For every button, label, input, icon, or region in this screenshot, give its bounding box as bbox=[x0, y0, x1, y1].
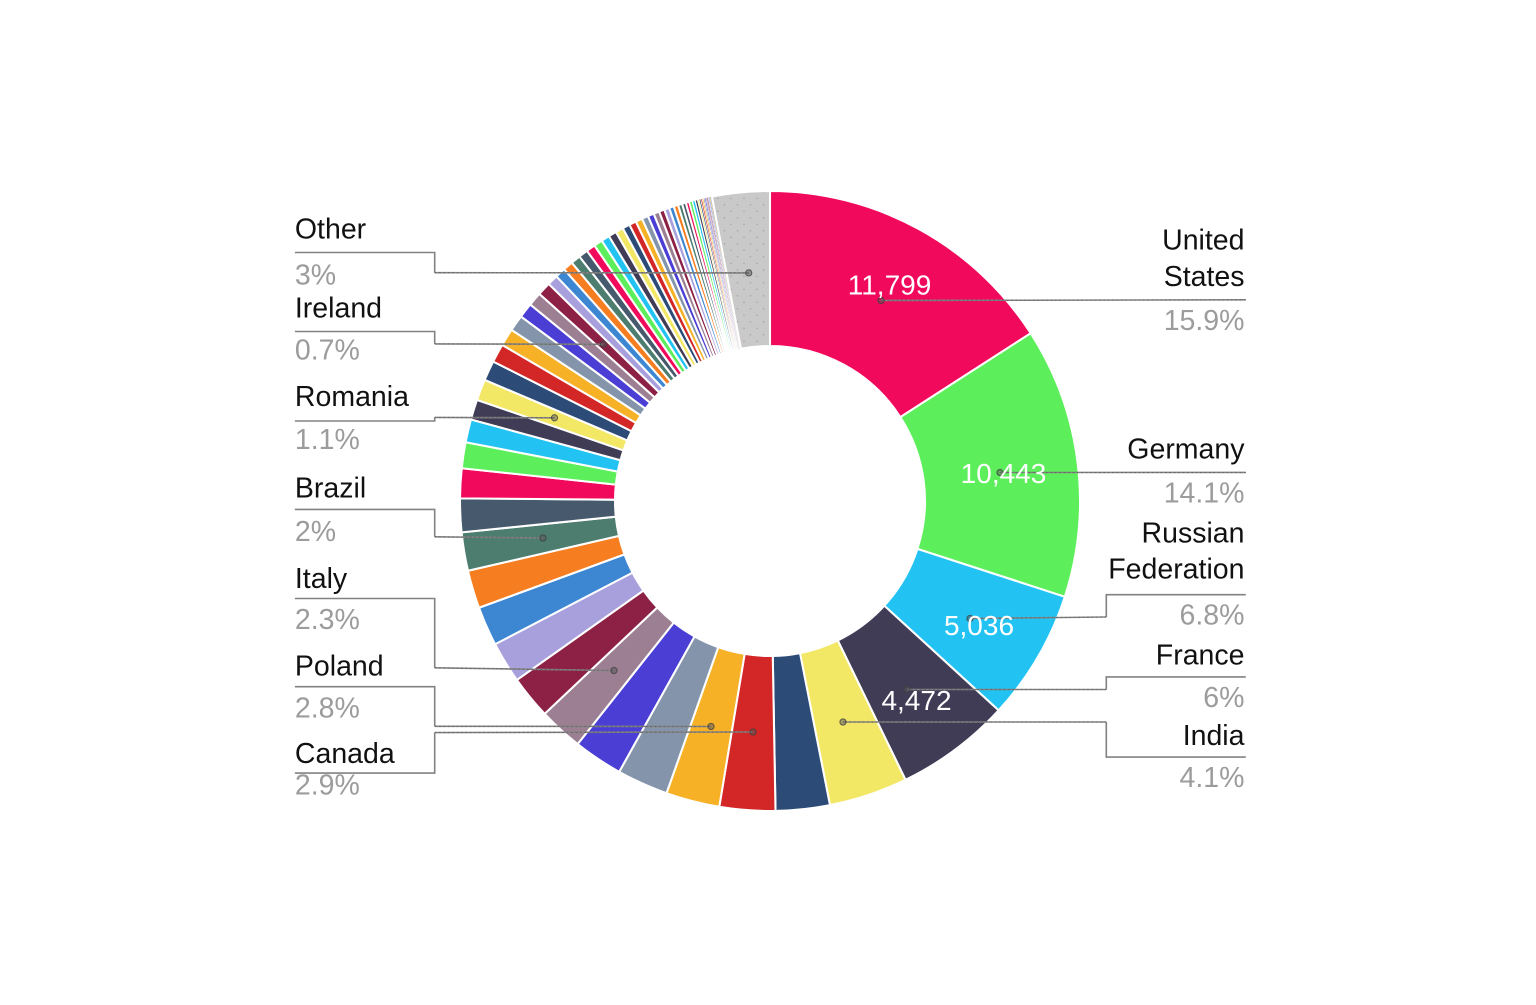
svg-text:Poland: Poland bbox=[295, 651, 384, 683]
svg-text:Brazil: Brazil bbox=[295, 473, 366, 505]
svg-text:Romania: Romania bbox=[295, 381, 409, 413]
svg-text:France: France bbox=[1156, 639, 1245, 671]
svg-text:Italy: Italy bbox=[295, 563, 348, 595]
svg-text:1.1%: 1.1% bbox=[295, 424, 360, 456]
svg-text:15.9%: 15.9% bbox=[1164, 305, 1245, 337]
svg-text:United: United bbox=[1162, 225, 1244, 257]
svg-text:2%: 2% bbox=[295, 516, 336, 548]
svg-text:Russian: Russian bbox=[1142, 518, 1245, 550]
svg-text:2.8%: 2.8% bbox=[295, 692, 360, 724]
svg-text:6.8%: 6.8% bbox=[1180, 600, 1245, 632]
svg-text:6%: 6% bbox=[1203, 682, 1244, 714]
svg-text:10,443: 10,443 bbox=[961, 458, 1047, 489]
svg-text:2.9%: 2.9% bbox=[295, 770, 360, 802]
svg-text:4.1%: 4.1% bbox=[1180, 762, 1245, 794]
svg-text:0.7%: 0.7% bbox=[295, 335, 360, 367]
svg-text:Federation: Federation bbox=[1108, 553, 1244, 585]
svg-text:2.3%: 2.3% bbox=[295, 604, 360, 636]
svg-text:Other: Other bbox=[295, 213, 367, 245]
svg-text:Ireland: Ireland bbox=[295, 293, 382, 325]
svg-text:11,799: 11,799 bbox=[848, 270, 932, 301]
svg-text:India: India bbox=[1183, 720, 1245, 752]
svg-text:Germany: Germany bbox=[1127, 433, 1245, 465]
svg-text:States: States bbox=[1164, 261, 1245, 293]
svg-text:14.1%: 14.1% bbox=[1164, 477, 1245, 509]
svg-text:3%: 3% bbox=[295, 260, 336, 292]
svg-text:5,036: 5,036 bbox=[944, 610, 1014, 641]
svg-text:Canada: Canada bbox=[295, 738, 395, 770]
svg-text:4,472: 4,472 bbox=[881, 685, 951, 716]
